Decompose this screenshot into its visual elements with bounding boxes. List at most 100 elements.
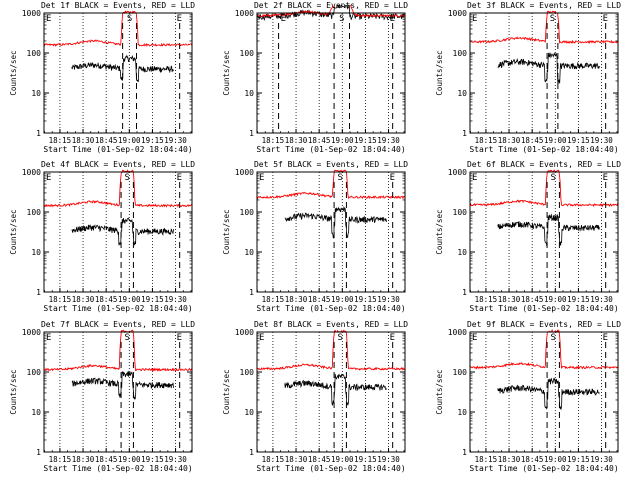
lld-series-line <box>257 329 405 371</box>
x-tick-label: 18:30 <box>498 136 521 145</box>
x-tick-label: 19:15 <box>141 295 164 304</box>
event-end-label: E <box>603 14 608 24</box>
lld-series-line <box>470 328 618 370</box>
x-axis-label: Start Time (01-Sep-02 18:04:40) <box>43 304 192 313</box>
y-tick-label: 10 <box>457 89 467 98</box>
x-tick-label: 19:30 <box>590 455 613 464</box>
event-start-label: E <box>281 14 286 24</box>
x-axis-label: Start Time (01-Sep-02 18:04:40) <box>256 304 405 313</box>
y-axis-label: Counts/sec <box>222 369 231 414</box>
x-tick-label: 19:30 <box>377 136 400 145</box>
lld-series-line <box>44 10 192 47</box>
event-end-label: E <box>390 333 395 343</box>
x-tick-label: 19:00 <box>544 136 567 145</box>
plot-frame <box>43 171 193 293</box>
x-tick-label: 19:00 <box>118 455 141 464</box>
event-end-label: E <box>177 14 182 24</box>
x-tick-label: 19:15 <box>141 136 164 145</box>
panel-title: Det 4f BLACK = Events, RED = LLD <box>41 160 195 169</box>
source-label: S <box>551 333 556 343</box>
plot-frame <box>469 171 619 293</box>
y-tick-label: 1 <box>462 448 467 457</box>
x-tick-label: 18:45 <box>95 136 118 145</box>
event-start-label: E <box>259 173 264 183</box>
x-tick-label: 18:15 <box>262 136 285 145</box>
x-tick-label: 19:30 <box>377 295 400 304</box>
x-tick-label: 19:30 <box>164 136 187 145</box>
panel-title: Det 3f BLACK = Events, RED = LLD <box>467 1 621 10</box>
panel-5: Det 5f BLACK = Events, RED = LLD E S E 1 10 10… <box>222 160 408 313</box>
x-axis-label: Start Time (01-Sep-02 18:04:40) <box>256 464 405 473</box>
y-tick-label: 100 <box>27 368 42 377</box>
panel-4: Det 4f BLACK = Events, RED = LLD E S E 1 10 10… <box>9 160 195 313</box>
y-tick-label: 10 <box>457 408 467 417</box>
event-end-label: E <box>177 333 182 343</box>
y-tick-label: 1000 <box>22 168 41 177</box>
y-axis-label: Counts/sec <box>9 209 18 254</box>
x-tick-label: 19:30 <box>590 136 613 145</box>
plot-frame <box>256 12 406 134</box>
x-tick-label: 19:00 <box>544 295 567 304</box>
source-label: S <box>338 333 343 343</box>
x-tick-label: 18:30 <box>72 295 95 304</box>
y-tick-label: 10 <box>244 248 254 257</box>
x-tick-label: 18:45 <box>95 455 118 464</box>
source-label: S <box>339 14 344 24</box>
y-tick-label: 1 <box>462 288 467 297</box>
panel-title: Det 9f BLACK = Events, RED = LLD <box>467 320 621 329</box>
y-tick-label: 10 <box>244 89 254 98</box>
x-tick-label: 18:15 <box>475 455 498 464</box>
x-tick-label: 19:00 <box>118 136 141 145</box>
x-tick-label: 18:15 <box>262 295 285 304</box>
plot-frame <box>256 331 406 453</box>
x-axis-label: Start Time (01-Sep-02 18:04:40) <box>469 304 618 313</box>
y-tick-label: 10 <box>31 89 41 98</box>
y-axis-label: Counts/sec <box>9 50 18 95</box>
y-tick-label: 1000 <box>235 168 254 177</box>
x-tick-label: 19:00 <box>331 295 354 304</box>
events-series-line <box>497 52 600 85</box>
x-tick-label: 19:15 <box>354 295 377 304</box>
lld-series-line <box>470 169 618 208</box>
event-end-label: E <box>177 173 182 183</box>
event-end-label: E <box>390 173 395 183</box>
y-tick-label: 10 <box>457 248 467 257</box>
y-tick-label: 10 <box>31 408 41 417</box>
y-tick-label: 1000 <box>22 328 41 337</box>
x-tick-label: 18:45 <box>521 455 544 464</box>
x-tick-label: 18:45 <box>95 295 118 304</box>
x-axis-label: Start Time (01-Sep-02 18:04:40) <box>43 464 192 473</box>
x-tick-label: 18:30 <box>498 295 521 304</box>
panel-7: Det 7f BLACK = Events, RED = LLD E S E 1 10 10… <box>9 320 195 473</box>
y-axis-label: Counts/sec <box>435 209 444 254</box>
y-axis-label: Counts/sec <box>222 50 231 95</box>
x-tick-label: 18:45 <box>521 295 544 304</box>
lld-series-line <box>257 169 405 200</box>
y-tick-label: 100 <box>240 208 255 217</box>
lld-series-line <box>257 5 405 18</box>
y-tick-label: 100 <box>27 49 42 58</box>
panel-title: Det 7f BLACK = Events, RED = LLD <box>41 320 195 329</box>
x-axis-label: Start Time (01-Sep-02 18:04:40) <box>469 464 618 473</box>
y-tick-label: 1 <box>249 129 254 138</box>
x-tick-label: 19:15 <box>141 455 164 464</box>
y-tick-label: 1 <box>249 448 254 457</box>
y-tick-label: 100 <box>453 368 468 377</box>
event-start-label: E <box>472 14 477 24</box>
y-axis-label: Counts/sec <box>435 50 444 95</box>
x-tick-label: 19:30 <box>377 455 400 464</box>
panel-title: Det 8f BLACK = Events, RED = LLD <box>254 320 408 329</box>
event-start-label: E <box>472 173 477 183</box>
x-tick-label: 18:15 <box>475 136 498 145</box>
x-axis-label: Start Time (01-Sep-02 18:04:40) <box>256 145 405 154</box>
x-tick-label: 18:45 <box>521 136 544 145</box>
y-tick-label: 1000 <box>22 9 41 18</box>
x-tick-label: 18:30 <box>285 455 308 464</box>
source-label: S <box>550 14 555 24</box>
lld-series-line <box>44 329 192 372</box>
x-tick-label: 19:00 <box>118 295 141 304</box>
y-tick-label: 1000 <box>235 9 254 18</box>
y-tick-label: 100 <box>453 49 468 58</box>
y-axis-label: Counts/sec <box>9 369 18 414</box>
